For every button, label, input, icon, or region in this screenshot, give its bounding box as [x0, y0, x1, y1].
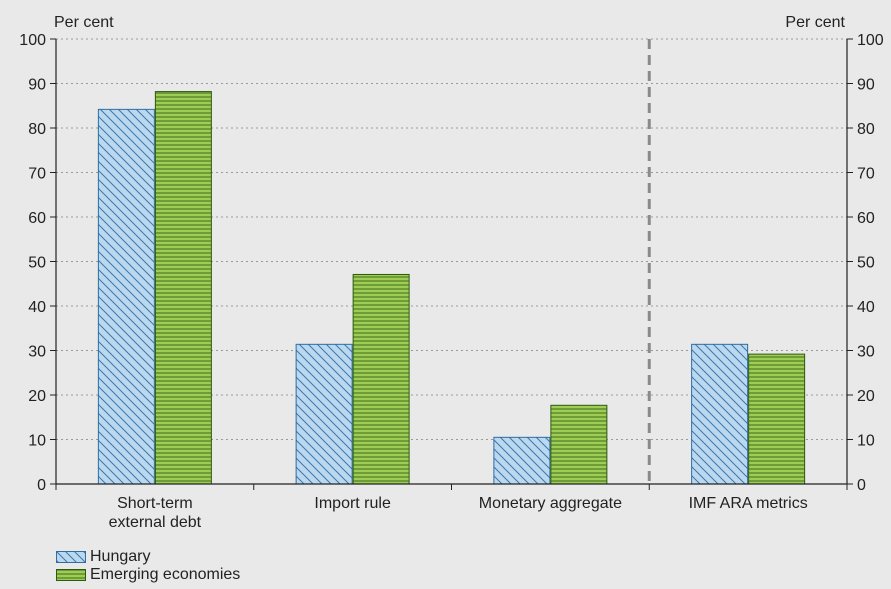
- y-tick-label-right: 90: [857, 77, 875, 94]
- bars: [97, 91, 806, 485]
- y-tick-label-right: 70: [857, 166, 875, 183]
- y-tick-label-right: 80: [857, 121, 875, 138]
- y-tick-label-right: 60: [857, 210, 875, 227]
- bar-hungary: [691, 343, 749, 485]
- category-label: Import rule: [314, 495, 391, 512]
- y-tick-label-right: 30: [857, 344, 875, 361]
- y-tick-label-left: 50: [28, 255, 46, 272]
- bar-hungary: [295, 343, 353, 485]
- y-tick-label-left: 80: [28, 121, 46, 138]
- category-label: external debt: [109, 514, 202, 531]
- legend-swatch-hungary: [56, 551, 86, 563]
- y-tick-label-right: 100: [857, 32, 884, 49]
- y-tick-label-right: 40: [857, 299, 875, 316]
- bar-emerging: [748, 353, 806, 485]
- y-tick-label-left: 20: [28, 388, 46, 405]
- y-tick-label-left: 0: [37, 477, 46, 494]
- legend-item-emerging: Emerging economies: [56, 566, 240, 584]
- legend-swatch-emerging: [56, 569, 86, 581]
- y-tick-label-left: 10: [28, 433, 46, 450]
- y-tick-label-right: 20: [857, 388, 875, 405]
- category-label: IMF ARA metrics: [689, 495, 808, 512]
- y-tick-label-left: 30: [28, 344, 46, 361]
- y-tick-label-right: 10: [857, 433, 875, 450]
- axis-labels: 0 0 10 10 20 20 30 30 40 40 50 50 60 60 70 70 80 80 90 90 10…: [19, 14, 884, 531]
- y-tick-label-left: 40: [28, 299, 46, 316]
- legend-label-emerging: Emerging economies: [90, 566, 241, 583]
- y-tick-label-left: 70: [28, 166, 46, 183]
- legend-item-hungary: Hungary: [56, 548, 240, 566]
- bar-emerging: [550, 404, 608, 485]
- legend-label-hungary: Hungary: [90, 548, 151, 565]
- y-axis-unit-right: Per cent: [785, 14, 845, 31]
- bar-hungary: [97, 108, 155, 485]
- y-tick-label-right: 0: [857, 477, 866, 494]
- category-label: Short-term: [117, 495, 193, 512]
- legend: Hungary Emerging economies: [56, 548, 240, 584]
- y-tick-label-left: 90: [28, 77, 46, 94]
- y-tick-label-left: 60: [28, 210, 46, 227]
- y-tick-label-left: 100: [19, 32, 46, 49]
- axes: [50, 38, 853, 490]
- bar-hungary: [493, 436, 551, 485]
- bar-emerging: [154, 91, 212, 485]
- y-tick-label-right: 50: [857, 255, 875, 272]
- bar-emerging: [352, 273, 410, 485]
- y-axis-unit-left: Per cent: [54, 14, 114, 31]
- category-label: Monetary aggregate: [479, 495, 622, 512]
- bar-chart: 0 0 10 10 20 20 30 30 40 40 50 50 60 60 70 70 80 80 90 90 10…: [19, 14, 884, 531]
